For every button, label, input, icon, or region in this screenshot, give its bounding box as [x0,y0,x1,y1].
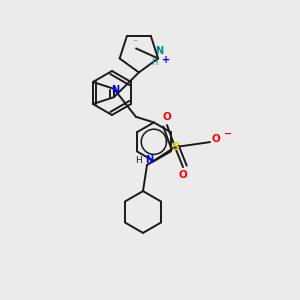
Text: O: O [163,112,171,122]
Text: O: O [178,170,188,180]
Text: H: H [136,156,142,165]
Text: N: N [145,155,153,165]
Text: −: − [224,129,232,139]
Text: N: N [111,85,119,95]
Text: methyl: methyl [134,40,139,41]
Text: +: + [162,56,170,65]
Text: H: H [151,58,157,67]
Text: S: S [171,142,179,152]
Text: O: O [212,134,220,144]
Text: N: N [155,46,163,56]
